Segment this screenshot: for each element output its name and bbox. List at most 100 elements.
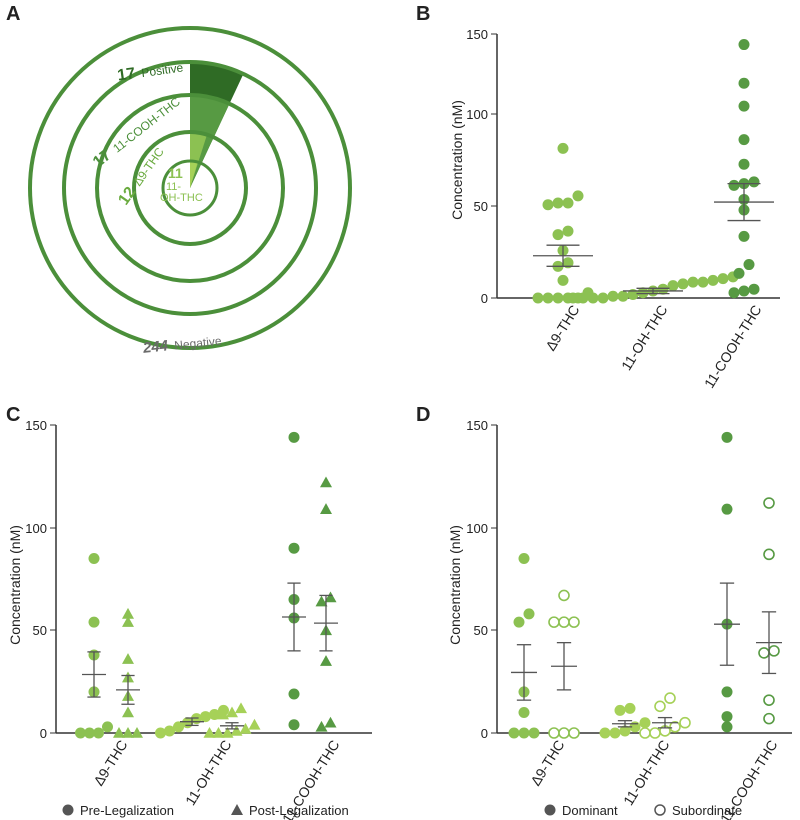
11-oh-thc-post-legalization-point: [203, 727, 216, 738]
panel-d: D Concentration (nM) 0 50 100 150 Δ9-THC…: [416, 404, 792, 820]
d9-thc-sector: [190, 132, 208, 188]
oh-thc-text-line1: 11-: [166, 181, 181, 193]
9-thc-post-legalization-point: [122, 616, 134, 627]
11-cooh-thc-point: [728, 287, 740, 299]
9-thc-pre-legalization-point: [102, 721, 113, 733]
11-cooh-thc-point: [748, 176, 760, 188]
11-cooh-thc-subordinate-point: [763, 694, 775, 706]
panel-b-marks: [532, 39, 774, 304]
legend-post-legalization: Post-Legalization: [249, 803, 349, 818]
9-thc-dominant-point: [513, 616, 525, 628]
11-oh-thc-point: [577, 292, 589, 304]
11-oh-thc-pre-legalization-point: [155, 727, 166, 739]
11-oh-thc-point: [717, 273, 729, 285]
11-oh-thc-dominant-point: [639, 717, 651, 729]
11-cooh-thc-pre-legalization-point: [288, 542, 300, 554]
positive-label: 17 Positive: [116, 58, 184, 84]
9-thc-post-legalization-point: [122, 607, 134, 619]
11-cooh-thc-point: [738, 39, 750, 51]
ring-cooh-thc: [95, 93, 285, 283]
panel-d-ytick-label: 0: [481, 726, 488, 741]
panel-a-letter: A: [6, 3, 20, 25]
11-cooh-thc-pre-legalization-point: [288, 719, 300, 731]
9-thc-subordinate-point: [548, 616, 560, 628]
9-thc-point: [552, 292, 564, 304]
panel-b-ytick-label: 50: [474, 199, 488, 214]
panel-d-letter: D: [416, 404, 430, 426]
11-cooh-thc-point: [728, 179, 740, 191]
panel-c-ticks: 0 50 100 150: [25, 418, 56, 741]
ring-total: [28, 26, 352, 350]
9-thc-point: [542, 292, 554, 304]
panel-d-ylabel: Concentration (nM): [447, 525, 463, 645]
panel-d-marks: [508, 431, 782, 739]
cooh-thc-count: 17: [90, 147, 115, 171]
panel-b-ytick-label: 0: [481, 291, 488, 306]
11-oh-thc-point: [607, 290, 619, 302]
9-thc-post-legalization-point: [122, 706, 134, 718]
9-thc-dominant-point: [523, 608, 535, 620]
11-oh-thc-dominant-point: [614, 704, 626, 716]
11-oh-thc-pre-legalization-point: [200, 711, 211, 723]
11-oh-thc-point: [657, 283, 669, 295]
11-cooh-thc-dominant-point: [721, 686, 733, 698]
9-thc-point: [562, 197, 574, 209]
panel-d-ytick-label: 150: [466, 418, 488, 433]
9-thc-subordinate-point: [558, 589, 570, 602]
11-cooh-thc-subordinate-point: [758, 647, 770, 659]
ring-oh-thc: [161, 159, 219, 217]
11-cooh-thc-pre-legalization-point: [288, 688, 300, 700]
panel-c-marks: [75, 431, 338, 739]
9-thc-post-legalization-point: [131, 727, 143, 738]
11-cooh-thc-dominant-point: [721, 721, 733, 733]
9-thc-subordinate-point: [568, 616, 580, 628]
11-cooh-thc-point: [738, 100, 750, 112]
9-thc-point: [562, 225, 574, 237]
11-oh-thc-subordinate-point: [664, 692, 676, 704]
9-thc-post-legalization-point: [122, 653, 134, 664]
negative-text: Negative: [174, 334, 223, 353]
9-thc-point: [572, 190, 584, 202]
11-cooh-thc-point: [748, 283, 760, 295]
legend-filled-marker: [544, 804, 556, 816]
cooh-thc-label: 17 11-COOH-THC: [90, 93, 184, 171]
11-cooh-thc-point: [738, 134, 750, 146]
11-cooh-thc-point: [738, 158, 750, 170]
11-oh-thc-post-legalization-point: [217, 708, 229, 720]
legend-triangle-marker: [231, 804, 243, 815]
11-oh-thc-point: [567, 292, 579, 304]
11-cooh-thc-post-legalization-point: [324, 591, 337, 603]
panel-c-ytick-label: 150: [25, 418, 47, 433]
positive-count: 17: [116, 65, 136, 84]
11-oh-thc-subordinate-point: [639, 727, 651, 739]
9-thc-subordinate-point: [568, 727, 580, 739]
9-thc-pre-legalization-point: [84, 727, 95, 739]
11-oh-thc-point: [667, 280, 679, 292]
11-cooh-thc-subordinate-point: [768, 645, 780, 657]
legend-circle-marker: [62, 804, 74, 816]
panel-c-ytick-label: 100: [25, 521, 47, 536]
oh-thc-sector: [190, 161, 198, 188]
9-thc-subordinate-point: [558, 616, 570, 628]
9-thc-post-legalization-point: [113, 727, 125, 738]
ring-positive: [62, 60, 318, 316]
11-cooh-thc-subordinate-point: [763, 497, 775, 509]
panel-d-xtick-label: 11-OH-THC: [620, 737, 673, 808]
11-oh-thc-subordinate-point: [679, 716, 691, 729]
cooh-thc-sector: [190, 95, 230, 188]
11-oh-thc-subordinate-point: [649, 727, 661, 739]
9-thc-point: [552, 197, 564, 209]
11-oh-thc-subordinate-point: [654, 700, 666, 713]
panel-b-xtick-label: 11-OH-THC: [618, 302, 671, 373]
panel-b-xtick-label: Δ9-THC: [542, 302, 582, 353]
11-cooh-thc-post-legalization-point: [320, 655, 332, 666]
9-thc-point: [562, 257, 574, 269]
panel-b-letter: B: [416, 3, 430, 25]
11-oh-thc-post-legalization-point: [235, 702, 247, 714]
11-cooh-thc-point: [738, 230, 750, 242]
11-oh-thc-point: [597, 292, 609, 304]
9-thc-pre-legalization-point: [88, 552, 100, 564]
9-thc-point: [542, 199, 554, 211]
9-thc-pre-legalization-point: [93, 727, 104, 739]
9-thc-dominant-point: [518, 552, 530, 564]
